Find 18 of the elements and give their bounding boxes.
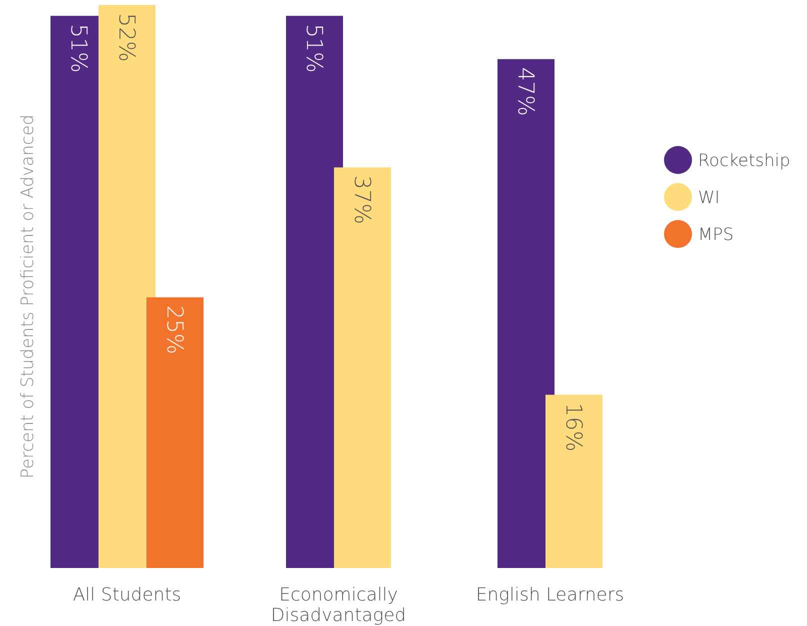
data-label: 47% bbox=[512, 67, 538, 116]
bar bbox=[146, 297, 204, 568]
x-tick-label: Economically Disadvantaged bbox=[270, 584, 406, 626]
legend-label: Rocketship bbox=[698, 150, 790, 171]
legend-label: MPS bbox=[698, 224, 734, 245]
y-axis-title: Percent of Students Proficient or Advanced bbox=[18, 114, 38, 479]
data-label: 37% bbox=[348, 175, 374, 224]
data-label: 52% bbox=[113, 13, 138, 62]
bar bbox=[498, 59, 554, 568]
legend-label: WI bbox=[698, 188, 720, 208]
x-tick-label: English Learners bbox=[476, 584, 624, 606]
data-label: 51% bbox=[300, 24, 326, 73]
bar bbox=[98, 5, 156, 568]
data-label: 16% bbox=[560, 402, 586, 452]
data-label: 25% bbox=[161, 305, 186, 354]
data-label: 51% bbox=[65, 24, 90, 73]
bar bbox=[546, 394, 602, 568]
x-tick-label: All Students bbox=[72, 584, 182, 606]
